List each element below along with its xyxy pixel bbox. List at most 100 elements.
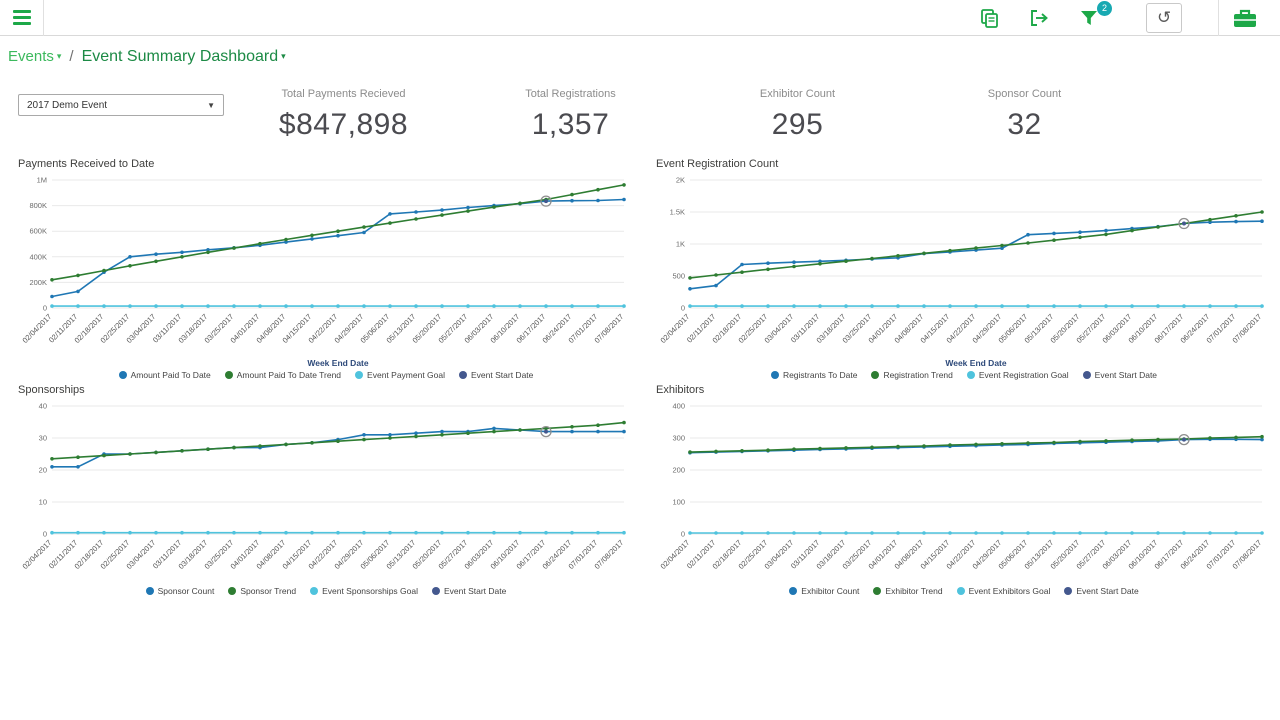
svg-text:Week End Date: Week End Date xyxy=(307,358,369,368)
event-select-value: 2017 Demo Event xyxy=(27,99,108,111)
legend-label: Registrants To Date xyxy=(782,370,858,380)
svg-text:100: 100 xyxy=(672,498,685,507)
legend-item[interactable]: Amount Paid To Date xyxy=(118,370,211,380)
svg-text:300: 300 xyxy=(672,434,685,443)
svg-text:20: 20 xyxy=(39,466,47,475)
legend-label: Event Exhibitors Goal xyxy=(968,586,1051,596)
briefcase-button[interactable] xyxy=(1218,0,1270,36)
kpi-total-registrations: Total Registrations 1,357 xyxy=(463,88,678,142)
svg-text:800K: 800K xyxy=(29,201,47,210)
sponsorships-chart-card: Sponsorships 0 10 20 30 40 02/04/2017 02/11/20… xyxy=(14,384,638,596)
filter-count-badge: 2 xyxy=(1097,0,1112,16)
svg-text:0: 0 xyxy=(43,304,47,313)
filter-funnel-icon xyxy=(1081,10,1097,25)
refresh-icon: ↻ xyxy=(1156,8,1172,27)
legend-label: Exhibitor Count xyxy=(801,586,860,596)
hamburger-menu-button[interactable] xyxy=(0,0,44,36)
legend-item[interactable]: Event Payment Goal xyxy=(355,370,445,380)
kpi-label: Sponsor Count xyxy=(987,88,1062,100)
legend-label: Event Start Date xyxy=(444,586,507,596)
legend-dot-icon xyxy=(966,371,975,379)
legend-dot-icon xyxy=(956,587,965,595)
chart-title: Sponsorships xyxy=(18,384,85,396)
chart-title: Event Registration Count xyxy=(656,158,779,170)
legend-item[interactable]: Exhibitor Count xyxy=(789,586,859,596)
hamburger-icon xyxy=(12,10,31,25)
registrations-chart: 05001K1.5K2K02/04/201702/11/201702/18/20… xyxy=(659,176,1264,368)
payments-chart-legend: Amount Paid To Date Amount Paid To Date T… xyxy=(14,370,638,380)
legend-dot-icon xyxy=(770,371,779,379)
legend-item[interactable]: Registration Trend xyxy=(871,370,953,380)
legend-item[interactable]: Event Start Date xyxy=(432,586,506,596)
export-button[interactable] xyxy=(1026,5,1052,31)
breadcrumb-events-link[interactable]: Events ▾ xyxy=(8,48,62,65)
kpi-total-payments: Total Payments Recieved $847,898 xyxy=(236,88,451,142)
legend-dot-icon xyxy=(228,587,237,595)
legend-label: Amount Paid To Date Trend xyxy=(236,370,342,380)
svg-text:200K: 200K xyxy=(29,278,47,287)
svg-text:1.5K: 1.5K xyxy=(670,208,685,217)
legend-dot-icon xyxy=(145,587,154,595)
svg-text:2K: 2K xyxy=(676,176,685,185)
copy-reports-button[interactable] xyxy=(976,5,1002,31)
filter-button[interactable]: 2 xyxy=(1076,0,1112,31)
legend-label: Sponsor Trend xyxy=(240,586,297,596)
svg-text:40: 40 xyxy=(39,402,47,411)
legend-dot-icon xyxy=(118,371,127,379)
legend-label: Amount Paid To Date xyxy=(130,370,211,380)
export-icon xyxy=(1031,9,1048,26)
breadcrumb-page-link[interactable]: Event Summary Dashboard ▾ xyxy=(81,48,286,65)
svg-text:400: 400 xyxy=(672,402,685,411)
toolbar-actions: 2 ↻ xyxy=(976,0,1280,36)
legend-dot-icon xyxy=(459,371,468,379)
legend-item[interactable]: Amount Paid To Date Trend xyxy=(224,370,342,380)
kpi-label: Total Registrations xyxy=(525,88,616,100)
svg-text:Week End Date: Week End Date xyxy=(945,358,1007,368)
legend-label: Event Start Date xyxy=(471,370,534,380)
refresh-button[interactable]: ↻ xyxy=(1146,2,1182,33)
kpi-row: 2017 Demo Event ▼ Total Payments Recieve… xyxy=(0,66,1280,142)
exhibitors-chart-card: Exhibitors 0 100 200 300 400 02/04/2017 02/11/… xyxy=(652,384,1276,596)
svg-text:1M: 1M xyxy=(37,176,47,185)
legend-dot-icon xyxy=(1064,587,1073,595)
breadcrumb-separator: / xyxy=(69,48,74,65)
chevron-down-icon: ▼ xyxy=(207,100,215,110)
legend-dot-icon xyxy=(355,371,364,379)
legend-label: Event Sponsorships Goal xyxy=(322,586,418,596)
chart-title: Payments Received to Date xyxy=(18,158,155,170)
legend-dot-icon xyxy=(432,587,440,595)
legend-dot-icon xyxy=(310,587,319,595)
svg-text:200: 200 xyxy=(672,466,685,475)
chevron-down-icon: ▾ xyxy=(56,51,62,61)
legend-dot-icon xyxy=(871,371,880,379)
event-select-dropdown[interactable]: 2017 Demo Event ▼ xyxy=(18,94,224,116)
svg-text:400K: 400K xyxy=(29,252,47,261)
legend-item[interactable]: Event Start Date xyxy=(1082,370,1158,380)
svg-text:600K: 600K xyxy=(29,227,47,236)
legend-label: Registration Trend xyxy=(883,370,953,380)
legend-item[interactable]: Exhibitor Trend xyxy=(873,586,943,596)
copy-reports-icon xyxy=(981,8,998,28)
legend-item[interactable]: Event Exhibitors Goal xyxy=(956,586,1051,596)
legend-item[interactable]: Sponsor Count xyxy=(145,586,214,596)
legend-item[interactable]: Registrants To Date xyxy=(770,370,858,380)
legend-item[interactable]: Event Sponsorships Goal xyxy=(310,586,418,596)
payments-chart: 0200K400K600K800K1M02/04/201702/11/20170… xyxy=(21,176,626,368)
kpi-label: Exhibitor Count xyxy=(759,88,836,100)
legend-item[interactable]: Event Start Date xyxy=(1064,586,1139,596)
legend-label: Event Start Date xyxy=(1076,586,1139,596)
charts-grid: Payments Received to Date 0 200K 400K 600K 8… xyxy=(0,142,1280,596)
legend-label: Event Start Date xyxy=(1094,370,1158,380)
chevron-down-icon: ▾ xyxy=(281,51,286,61)
chart-title: Exhibitors xyxy=(656,384,705,396)
legend-dot-icon xyxy=(224,371,233,379)
sponsorships-chart-legend: Sponsor Count Sponsor Trend Event Sponsors… xyxy=(14,586,638,596)
legend-label: Exhibitor Trend xyxy=(885,586,943,596)
legend-item[interactable]: Event Registration Goal xyxy=(966,370,1069,380)
svg-text:500: 500 xyxy=(672,272,685,281)
svg-text:0: 0 xyxy=(681,304,685,313)
kpi-label: Total Payments Recieved xyxy=(281,88,406,100)
legend-item[interactable]: Sponsor Trend xyxy=(228,586,296,596)
legend-item[interactable]: Event Start Date xyxy=(459,370,533,380)
legend-label: Event Payment Goal xyxy=(367,370,446,380)
